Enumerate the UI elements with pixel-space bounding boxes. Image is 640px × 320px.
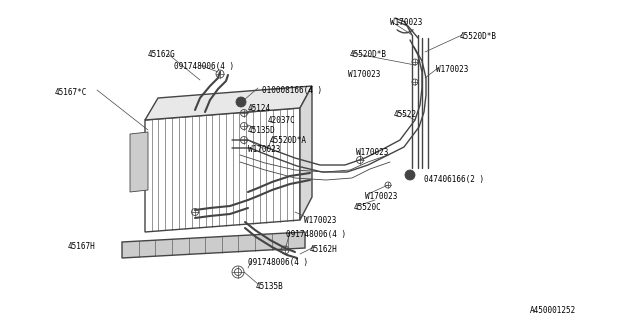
Text: 45522: 45522 xyxy=(394,110,417,119)
Polygon shape xyxy=(300,86,312,220)
Text: 45162H: 45162H xyxy=(310,245,338,254)
Polygon shape xyxy=(145,86,312,120)
Text: 45167H: 45167H xyxy=(68,242,96,251)
Text: 45162G: 45162G xyxy=(148,50,176,59)
Text: W170023: W170023 xyxy=(248,145,280,154)
Polygon shape xyxy=(130,132,148,192)
Text: B: B xyxy=(239,100,243,105)
Text: W170023: W170023 xyxy=(390,18,422,27)
Text: W170023: W170023 xyxy=(348,70,380,79)
Text: 45520D*B: 45520D*B xyxy=(350,50,387,59)
Text: 45135B: 45135B xyxy=(256,282,284,291)
Text: 45520C: 45520C xyxy=(354,203,381,212)
Text: W170023: W170023 xyxy=(436,65,468,74)
Text: W170023: W170023 xyxy=(356,148,388,157)
Text: 45167*C: 45167*C xyxy=(55,88,88,97)
Text: W170023: W170023 xyxy=(304,216,337,225)
Circle shape xyxy=(405,170,415,180)
Text: 091748006(4 ): 091748006(4 ) xyxy=(248,258,308,267)
Circle shape xyxy=(236,97,246,107)
Text: 45124: 45124 xyxy=(248,104,271,113)
Polygon shape xyxy=(122,232,305,258)
Text: W170023: W170023 xyxy=(365,192,397,201)
Text: 45135D: 45135D xyxy=(248,126,276,135)
Text: S: S xyxy=(408,172,412,178)
Text: 45520D*A: 45520D*A xyxy=(270,136,307,145)
Text: 047406166(2 ): 047406166(2 ) xyxy=(424,175,484,184)
Text: 010008166(4 ): 010008166(4 ) xyxy=(262,86,322,95)
Text: 091748006(4 ): 091748006(4 ) xyxy=(174,62,234,71)
Text: 45520D*B: 45520D*B xyxy=(460,32,497,41)
Text: 42037C: 42037C xyxy=(268,116,296,125)
Text: A450001252: A450001252 xyxy=(530,306,576,315)
Text: 091748006(4 ): 091748006(4 ) xyxy=(286,230,346,239)
